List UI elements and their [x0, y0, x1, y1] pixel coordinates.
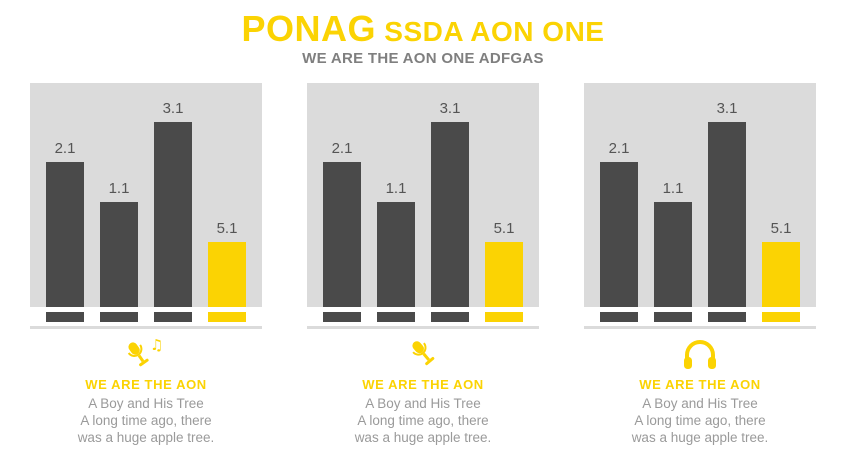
panel-heading: WE ARE THE AON: [639, 376, 761, 392]
bar-reflection: [154, 311, 192, 322]
bar-group: 1.1: [100, 180, 138, 307]
bar-value-label: 3.1: [162, 99, 184, 117]
bar-group: 5.1: [762, 220, 800, 307]
bar-reflection: [708, 311, 746, 322]
bar-value-label: 3.1: [439, 99, 461, 117]
bar-reflection-highlighted: [762, 311, 800, 322]
bar-value-label: 2.1: [608, 139, 630, 157]
page-title-rest: SSDA AON ONE: [376, 16, 605, 47]
bar: [654, 201, 692, 307]
baseline-divider: [584, 325, 816, 329]
bar-value-label: 5.1: [216, 219, 238, 237]
headphones-icon: [684, 339, 716, 369]
bar: [46, 161, 84, 307]
panel-text-line: A Boy and His Tree: [88, 395, 204, 411]
bar-value-label: 1.1: [385, 179, 407, 197]
panel-icon-wrap: [307, 337, 539, 371]
bar-group: 2.1: [600, 140, 638, 307]
bar: [708, 121, 746, 307]
bar: [431, 121, 469, 307]
page-subtitle: WE ARE THE AON ONE ADFGAS: [302, 49, 544, 67]
bar-group: 2.1: [323, 140, 361, 307]
bar-reflection-row: [307, 311, 539, 322]
svg-text:♫: ♫: [150, 337, 163, 354]
bar-group: 1.1: [654, 180, 692, 307]
baseline-divider: [30, 325, 262, 329]
bar-reflection: [100, 311, 138, 322]
chart-panel-1: 2.1 1.1 3.1 5.1: [30, 82, 262, 447]
panel-text-line: A long time ago, there: [634, 412, 766, 428]
bar-chart: 2.1 1.1 3.1 5.1: [30, 82, 262, 307]
bar-group: 3.1: [708, 100, 746, 307]
bar-value-label: 2.1: [54, 139, 76, 157]
bar-reflection-row: [584, 311, 816, 322]
bar-reflection-highlighted: [208, 311, 246, 322]
bar-group: 5.1: [485, 220, 523, 307]
chart-panel-2: 2.1 1.1 3.1 5.1: [307, 82, 539, 447]
page-title-main: PONAG: [241, 8, 377, 49]
bar: [100, 201, 138, 307]
bar-reflection: [377, 311, 415, 322]
microphone-notes-icon: ♫: [127, 336, 163, 367]
bar-group: 3.1: [431, 100, 469, 307]
bar-group: 5.1: [208, 220, 246, 307]
bar-reflection: [654, 311, 692, 322]
bar-reflection: [431, 311, 469, 322]
panel-text-line: A long time ago, there: [357, 412, 489, 428]
bar-value-label: 2.1: [331, 139, 353, 157]
bar: [377, 201, 415, 307]
panel-heading: WE ARE THE AON: [362, 376, 484, 392]
bar-group: 3.1: [154, 100, 192, 307]
microphone-icon: [412, 341, 435, 365]
bar-reflection-row: [30, 311, 262, 322]
bar-highlighted: [762, 241, 800, 307]
bar: [154, 121, 192, 307]
bar-value-label: 1.1: [108, 179, 130, 197]
chart-panel-3: 2.1 1.1 3.1 5.1: [584, 82, 816, 447]
bar-reflection: [46, 311, 84, 322]
panel-text-line: was a huge apple tree.: [354, 429, 492, 445]
bar-value-label: 5.1: [770, 219, 792, 237]
panel-icon-wrap: [584, 337, 816, 371]
bar-value-label: 3.1: [716, 99, 738, 117]
panel-text-line: A long time ago, there: [80, 412, 212, 428]
bar-value-label: 5.1: [493, 219, 515, 237]
bar-reflection: [600, 311, 638, 322]
panels-row: 2.1 1.1 3.1 5.1: [0, 82, 846, 447]
bar-chart: 2.1 1.1 3.1 5.1: [307, 82, 539, 307]
baseline-divider: [307, 325, 539, 329]
bar-highlighted: [485, 241, 523, 307]
bar-value-label: 1.1: [662, 179, 684, 197]
panel-text-line: A Boy and His Tree: [365, 395, 481, 411]
bar-highlighted: [208, 241, 246, 307]
bar-group: 1.1: [377, 180, 415, 307]
bar: [600, 161, 638, 307]
panel-text-line: was a huge apple tree.: [77, 429, 215, 445]
panel-text-line: A Boy and His Tree: [642, 395, 758, 411]
panel-text-line: was a huge apple tree.: [631, 429, 769, 445]
bar-chart: 2.1 1.1 3.1 5.1: [584, 82, 816, 307]
bar-reflection: [323, 311, 361, 322]
bar-group: 2.1: [46, 140, 84, 307]
panel-heading: WE ARE THE AON: [85, 376, 207, 392]
header: PONAG SSDA AON ONE WE ARE THE AON ONE AD…: [0, 0, 846, 67]
page-title: PONAG SSDA AON ONE: [0, 10, 846, 48]
bar-reflection-highlighted: [485, 311, 523, 322]
panel-icon-wrap: ♫: [30, 336, 262, 371]
bar: [323, 161, 361, 307]
